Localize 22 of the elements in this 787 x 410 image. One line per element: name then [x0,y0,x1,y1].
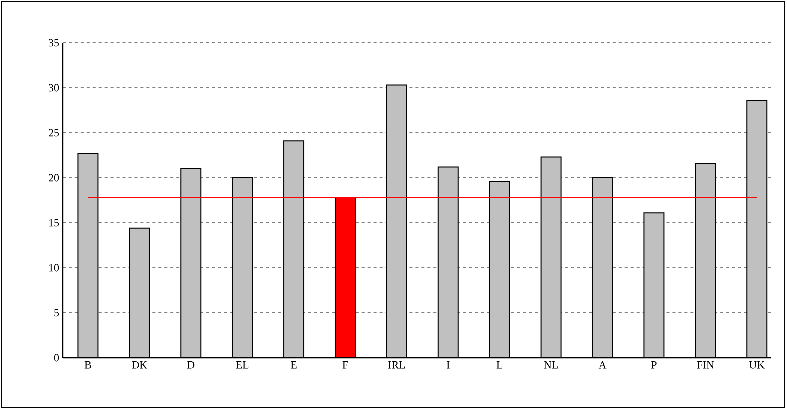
x-tick-label: P [651,362,657,369]
x-tick-label: A [598,362,607,369]
y-tick-label: 20 [49,174,60,182]
x-tick-label: D [187,362,195,369]
x-tick-label: B [84,362,92,369]
y-tick-label: 15 [49,219,60,227]
x-tick-label: IRL [388,362,406,369]
x-tick-label: DK [132,362,148,369]
x-tick-label: E [290,362,297,369]
y-tick-label: 5 [54,309,60,317]
x-tick-label: FIN [697,362,714,369]
y-tick-label: 10 [49,264,60,272]
y-tick-label: 0 [54,354,60,362]
x-tick-label: I [446,362,450,369]
x-tick-label: F [342,362,348,369]
x-tick-label: UK [749,362,765,369]
y-tick-label: 30 [49,84,60,92]
y-tick-label: 35 [49,39,60,47]
x-tick-label: EL [236,362,249,369]
x-tick-label: L [496,362,503,369]
y-tick-label: 25 [49,129,60,137]
x-tick-label: NL [544,362,558,369]
